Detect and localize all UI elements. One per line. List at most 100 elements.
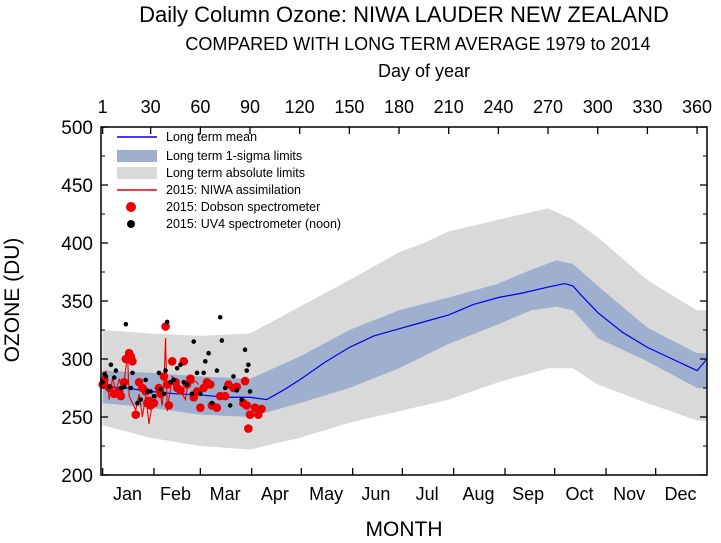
uv4-point (168, 379, 173, 385)
dobson-point (156, 389, 165, 399)
legend-uv4-swatch (127, 220, 135, 228)
day-tick-label: 150 (334, 97, 364, 117)
uv4-point (164, 319, 170, 325)
uv4-point (203, 359, 208, 364)
uv4-point (161, 391, 167, 397)
month-label: Jul (416, 484, 439, 504)
dobson-point (245, 410, 255, 419)
day-tick-label: 90 (240, 97, 260, 117)
uv4-point (128, 385, 134, 391)
day-tick-label: 360 (682, 97, 712, 117)
uv4-point (121, 384, 127, 390)
dobson-point (176, 386, 185, 395)
legend-sigma-label: Long term 1-sigma limits (166, 149, 302, 163)
month-label: Oct (566, 484, 594, 504)
uv4-point (108, 362, 114, 368)
month-label: Feb (160, 484, 191, 504)
uv4-point (113, 368, 119, 373)
uv4-point (158, 386, 163, 392)
dobson-point (119, 377, 129, 387)
legend-dobson-label: 2015: Dobson spectrometer (166, 200, 320, 214)
uv4-point (123, 321, 129, 327)
day-tick-label: 30 (141, 97, 161, 117)
uv4-point (219, 338, 225, 343)
dobson-point (196, 403, 205, 413)
uv4-point (143, 377, 149, 383)
month-label: Nov (613, 484, 645, 504)
uv4-point (181, 379, 187, 385)
day-tick-label: 270 (533, 97, 563, 117)
legend-sigma-swatch (117, 150, 157, 162)
uv4-point (148, 389, 153, 394)
y-tick-label: 350 (61, 292, 93, 313)
uv4-point (227, 403, 233, 408)
uv4-point (217, 314, 223, 320)
sigma-limits-band (102, 260, 707, 417)
uv4-point (206, 350, 211, 356)
uv4-point (191, 339, 197, 344)
day-tick-label: 330 (632, 97, 662, 117)
uv4-point (231, 374, 236, 379)
day-of-year-ticks: 1 30 60 90 120 150 180 210 240 270 300 330 360 (98, 97, 712, 134)
dobson-point (131, 410, 141, 419)
month-label: Dec (665, 484, 697, 504)
top-axis-label: Day of year (378, 61, 470, 81)
uv4-point (106, 384, 112, 390)
dobson-point (161, 322, 170, 331)
legend-dobson-swatch (126, 202, 136, 212)
month-label: Jun (361, 484, 390, 504)
dobson-point (159, 372, 169, 381)
uv4-point (234, 388, 240, 393)
legend-uv4-label: 2015: UV4 spectrometer (noon) (166, 217, 341, 231)
uv4-point (138, 397, 144, 402)
uv4-point (209, 400, 215, 406)
y-tick-label: 450 (61, 176, 93, 197)
month-label: Sep (512, 484, 544, 504)
uv4-point (178, 362, 183, 368)
legend-mean-label: Long term mean (166, 130, 257, 144)
uv4-point (244, 368, 250, 373)
day-tick-label: 210 (434, 97, 464, 117)
uv4-point (135, 400, 140, 406)
uv4-point (239, 397, 245, 402)
uv4-point (214, 368, 220, 373)
day-tick-label: 240 (483, 97, 513, 117)
month-ticks: Jan Feb Mar Apr May Jun Jul Aug Sep Oct Nov Dec (102, 468, 697, 504)
dobson-point (212, 403, 222, 413)
dobson-point (186, 374, 195, 384)
uv4-point (189, 391, 195, 397)
uv4-point (242, 347, 248, 353)
uv4-point (171, 377, 177, 383)
day-tick-label: 120 (285, 97, 315, 117)
legend-assimilation-label: 2015: NIWA assimilation (166, 183, 301, 197)
month-label: Jan (113, 484, 142, 504)
y-axis-ticks: 200 250 300 350 400 450 500 (61, 118, 707, 487)
month-label: May (309, 484, 343, 504)
month-label: Apr (261, 484, 289, 504)
dobson-point (167, 357, 177, 366)
y-tick-label: 200 (61, 466, 93, 487)
uv4-point (174, 365, 180, 371)
dobson-point (205, 380, 215, 389)
dobson-point (128, 357, 137, 366)
uv4-point (111, 375, 117, 380)
day-tick-label: 180 (384, 97, 414, 117)
dobson-point (220, 391, 230, 401)
uv4-point (184, 382, 190, 387)
uv4-point (194, 370, 200, 376)
y-axis-label: OZONE (DU) (1, 238, 24, 363)
uv4-point (246, 362, 251, 368)
dobson-point (240, 376, 250, 386)
x-axis-label: MONTH (366, 518, 443, 541)
uv4-point (163, 368, 168, 373)
legend-absolute-swatch (117, 167, 157, 179)
uv4-points (100, 314, 253, 408)
plot-area (98, 208, 708, 450)
y-tick-label: 250 (61, 408, 93, 429)
dobson-point (242, 401, 252, 410)
legend: Long term mean Long term 1-sigma limits … (117, 130, 341, 231)
day-tick-label: 1 (98, 97, 108, 117)
uv4-point (151, 393, 157, 399)
chart-title: Daily Column Ozone: NIWA LAUDER NEW ZEAL… (139, 2, 669, 27)
